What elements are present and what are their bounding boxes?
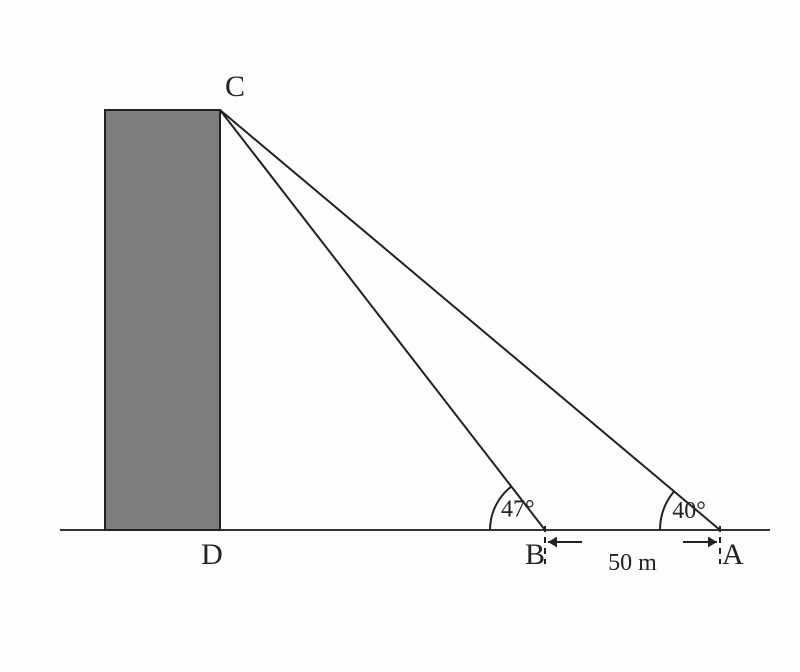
dim-arrowhead-left	[548, 537, 557, 548]
angle-label-A: 40°	[672, 498, 706, 524]
geometry-diagram: 47° 40° 50 m C D B A	[0, 0, 800, 672]
line-CA	[220, 110, 720, 530]
point-label-C: C	[225, 70, 245, 103]
dim-label-AB: 50 m	[608, 550, 657, 576]
line-CB	[220, 110, 545, 530]
dim-arrowhead-right	[708, 537, 717, 548]
point-label-B: B	[525, 538, 545, 571]
angle-label-B: 47°	[501, 496, 535, 522]
point-label-A: A	[722, 538, 744, 571]
point-label-D: D	[201, 538, 223, 571]
building-rect	[105, 110, 220, 530]
